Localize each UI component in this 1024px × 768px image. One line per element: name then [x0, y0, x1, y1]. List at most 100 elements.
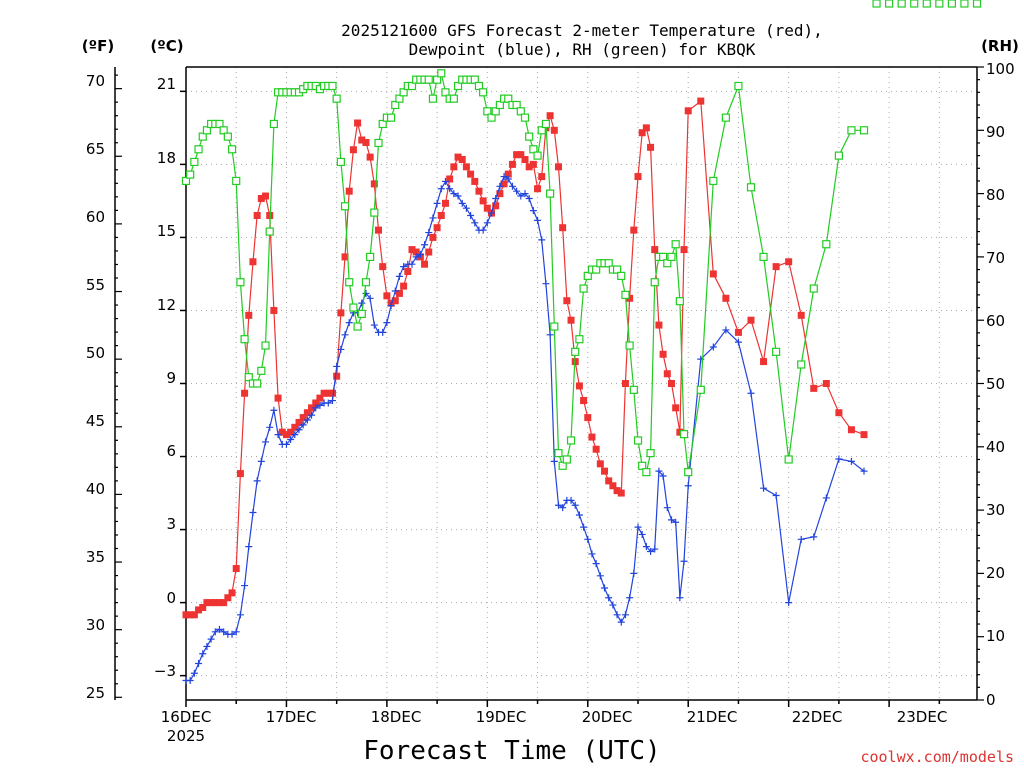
dewpoint-point	[241, 582, 249, 590]
temperature-point	[195, 606, 203, 614]
rh-point	[374, 138, 383, 148]
dewpoint-point	[592, 560, 600, 568]
dewpoint-point	[454, 192, 462, 200]
dewpoint-point	[517, 192, 525, 200]
temperature-point	[245, 311, 253, 319]
x-tick-label: 20DEC	[582, 708, 633, 726]
temperature-point	[320, 389, 328, 397]
temperature-point	[534, 185, 542, 193]
dewpoint-point	[584, 535, 592, 543]
dewpoint-point	[362, 289, 370, 297]
rh-point	[784, 455, 793, 464]
dewpoint-point	[508, 182, 516, 190]
temperature-point	[810, 384, 818, 392]
rh-point	[474, 81, 484, 91]
rh-point	[479, 88, 488, 97]
dewpoint-point	[425, 229, 433, 237]
dewpoint-point	[207, 635, 215, 643]
temperature-point	[295, 418, 303, 426]
temperature-point	[249, 258, 257, 266]
rh-point	[885, 0, 894, 8]
rh-point	[437, 69, 446, 78]
temperature-point	[253, 212, 261, 220]
dewpoint-point	[596, 572, 604, 580]
rh-point	[370, 208, 379, 217]
temperature-point	[215, 599, 223, 607]
dewpoint-point	[441, 177, 449, 185]
rh-point	[240, 335, 249, 344]
temperature-point	[207, 599, 215, 607]
dewpoint-point	[626, 594, 634, 602]
dewpoint-point	[822, 494, 830, 502]
celsius-tick-label: 12	[157, 296, 176, 314]
temperature-point	[601, 467, 609, 475]
rh-point	[428, 94, 438, 103]
x-tick-label: 23DEC	[897, 708, 948, 726]
temperature-point	[324, 389, 332, 397]
dewpoint-point	[634, 523, 642, 531]
temperature-point	[609, 482, 617, 490]
temperature-point	[722, 294, 730, 302]
dewpoint-point	[341, 331, 349, 339]
temperature-point	[496, 190, 504, 198]
rh-tick-label: 70	[986, 249, 1005, 267]
dewpoint-point	[190, 669, 198, 677]
celsius-tick-label: 9	[166, 369, 176, 387]
dewpoint-point	[747, 389, 755, 397]
temperature-point	[467, 170, 475, 178]
temperature-point	[785, 258, 793, 266]
celsius-tick-label: −3	[154, 662, 176, 680]
celsius-unit-label: (ºC)	[150, 37, 183, 55]
rh-point	[566, 436, 576, 445]
rh-point	[872, 0, 881, 8]
dewpoint-point	[659, 472, 667, 480]
dewpoint-point	[345, 319, 353, 327]
dewpoint-point	[529, 207, 537, 215]
temperature-point	[308, 404, 316, 412]
temperature-point	[500, 180, 508, 188]
fahrenheit-tick-label: 70	[86, 72, 105, 90]
dewpoint-point	[504, 175, 512, 183]
rh-point	[721, 113, 730, 122]
temperature-point	[634, 173, 642, 181]
rh-tick-label: 30	[986, 501, 1005, 519]
rh-point	[265, 227, 274, 236]
dewpoint-point	[383, 319, 391, 327]
celsius-tick-label: 18	[157, 149, 176, 167]
temperature-point	[676, 428, 684, 436]
rh-point	[449, 94, 458, 103]
dewpoint-point	[471, 219, 479, 227]
temperature-point	[203, 599, 211, 607]
rh-tick-label: 100	[986, 60, 1015, 78]
dewpoint-point	[421, 241, 429, 249]
rh-point	[516, 107, 525, 116]
fahrenheit-tick-label: 25	[86, 684, 105, 702]
temperature-point	[433, 224, 441, 232]
temperature-point	[274, 394, 282, 402]
rh-point	[684, 468, 693, 477]
temperature-point	[458, 156, 466, 164]
fahrenheit-tick-label: 40	[86, 480, 105, 498]
dewpoint-point	[621, 611, 629, 619]
temperature-point	[412, 248, 420, 256]
dewpoint-point	[546, 331, 554, 339]
rh-point	[345, 278, 354, 287]
dewpoint-point	[228, 630, 236, 638]
temperature-point	[835, 409, 843, 417]
temperature-point	[299, 414, 307, 422]
rh-point	[734, 81, 743, 91]
temperature-point	[370, 180, 378, 188]
temperature-point	[479, 197, 487, 205]
dewpoint-point	[647, 547, 655, 555]
rh-point	[215, 119, 224, 129]
dewpoint-point	[370, 321, 378, 329]
rh-point	[487, 113, 496, 122]
rh-tick-label: 20	[986, 564, 1005, 582]
temperature-point	[312, 399, 320, 407]
celsius-tick-label: 6	[166, 442, 176, 460]
rh-point	[520, 113, 530, 122]
dewpoint-point	[672, 518, 680, 526]
dewpoint-point	[684, 482, 692, 490]
rh-point	[366, 252, 375, 261]
dewpoint-point	[642, 543, 650, 551]
